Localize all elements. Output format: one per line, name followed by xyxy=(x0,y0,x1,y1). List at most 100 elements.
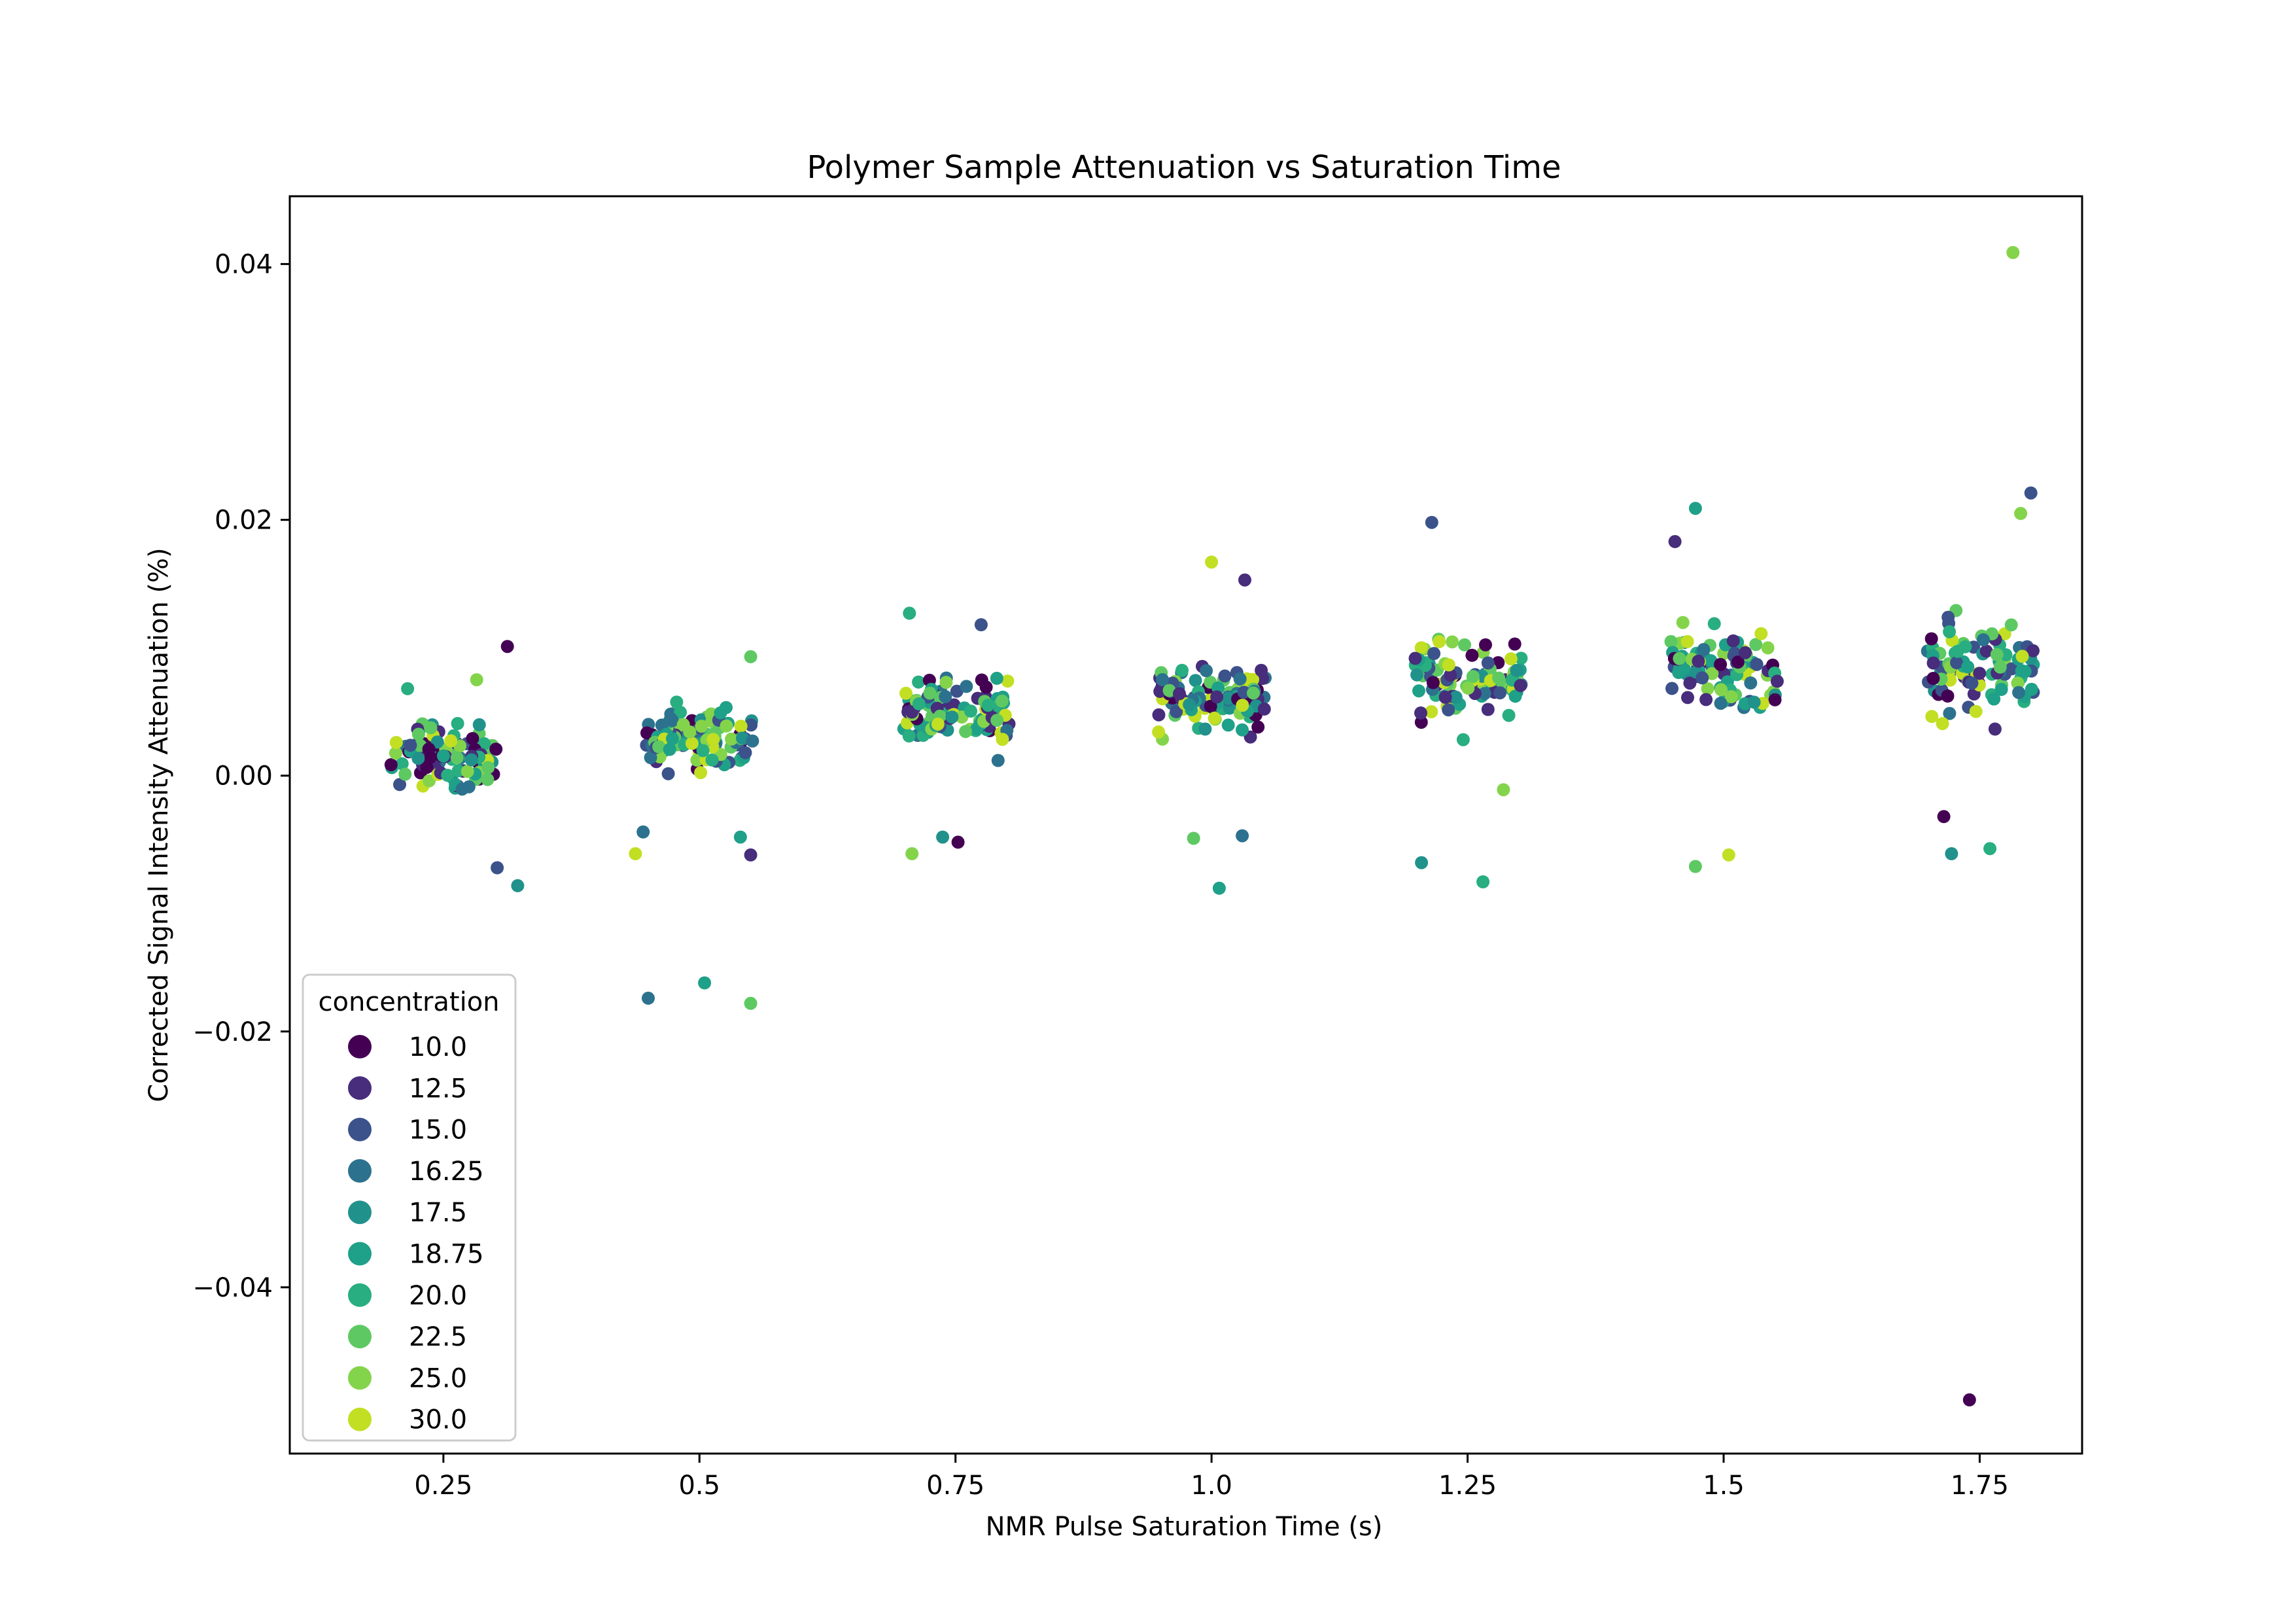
data-point xyxy=(1993,660,2007,674)
data-point xyxy=(1673,652,1686,665)
data-point xyxy=(1754,627,1768,640)
data-point xyxy=(1926,656,1940,670)
legend-label: 30.0 xyxy=(409,1405,467,1435)
outlier-point xyxy=(744,996,757,1010)
data-point xyxy=(1492,671,1506,685)
data-point xyxy=(424,750,437,764)
outlier-point xyxy=(629,847,642,860)
data-point xyxy=(1977,633,1990,646)
data-point xyxy=(1744,676,1758,689)
data-point xyxy=(1739,646,1752,659)
data-point xyxy=(420,761,434,774)
data-point xyxy=(1681,691,1694,705)
data-point xyxy=(450,751,464,765)
outlier-point xyxy=(1212,881,1226,895)
data-point xyxy=(1677,662,1691,675)
data-point xyxy=(945,710,959,724)
x-tick-label: 0.5 xyxy=(678,1471,720,1501)
outlier-point xyxy=(698,976,712,990)
outlier-point xyxy=(1688,860,1702,873)
data-point xyxy=(1731,655,1745,669)
legend-label: 20.0 xyxy=(409,1281,467,1311)
data-point xyxy=(451,717,464,730)
data-point xyxy=(1514,678,1527,692)
data-point xyxy=(1969,705,1983,718)
data-point xyxy=(690,753,704,767)
data-point xyxy=(694,766,708,780)
data-point xyxy=(1170,705,1183,718)
data-point xyxy=(411,752,425,765)
data-point xyxy=(676,718,690,731)
outlier-point xyxy=(936,830,950,844)
outlier-point xyxy=(1425,515,1438,529)
legend-label: 16.25 xyxy=(409,1157,484,1187)
data-point xyxy=(902,729,916,742)
data-point xyxy=(720,719,733,733)
data-point xyxy=(1255,663,1268,677)
outlier-point xyxy=(2014,506,2028,520)
data-point xyxy=(990,671,1003,685)
data-point xyxy=(1233,672,1247,686)
data-point xyxy=(899,686,913,700)
data-point xyxy=(481,761,495,775)
outlier-point xyxy=(903,606,916,620)
outlier-point xyxy=(2006,246,2020,259)
outlier-point xyxy=(1497,783,1510,797)
data-point xyxy=(1218,669,1232,683)
legend-label: 12.5 xyxy=(409,1073,467,1104)
data-point xyxy=(1950,656,1964,669)
data-point xyxy=(2015,650,2029,663)
data-point xyxy=(1426,676,1440,689)
data-point xyxy=(1200,664,1213,678)
data-point xyxy=(912,697,926,710)
data-point xyxy=(455,782,469,796)
data-point xyxy=(1696,671,1709,685)
data-point xyxy=(2004,618,2018,632)
data-point xyxy=(1699,693,1713,707)
data-point xyxy=(441,769,455,782)
data-point xyxy=(1204,699,1217,713)
outlier-point xyxy=(1688,502,1702,515)
data-point xyxy=(1438,690,1452,704)
legend-label: 18.75 xyxy=(409,1240,484,1270)
data-point xyxy=(1961,660,1975,674)
data-point xyxy=(1247,686,1260,700)
data-point xyxy=(1761,641,1775,655)
data-point xyxy=(1153,684,1167,698)
legend-marker xyxy=(348,1117,372,1142)
data-point xyxy=(1925,710,1939,724)
data-point xyxy=(1705,667,1719,680)
data-point xyxy=(1697,642,1711,656)
data-point xyxy=(1162,684,1176,697)
legend-marker xyxy=(348,1242,372,1266)
data-point xyxy=(1466,670,1480,683)
plot-frame xyxy=(288,195,2083,1455)
legend-marker xyxy=(348,1035,372,1058)
data-point xyxy=(734,720,748,733)
data-point xyxy=(1514,652,1528,665)
data-point xyxy=(464,753,478,767)
outlier-point xyxy=(733,830,747,844)
legend-marker xyxy=(348,1076,372,1100)
legend-label: 25.0 xyxy=(409,1363,467,1393)
data-point xyxy=(1750,657,1764,671)
data-point xyxy=(666,732,679,746)
data-point xyxy=(1237,686,1251,699)
data-point xyxy=(436,749,450,763)
y-tick-label: 0.00 xyxy=(215,761,273,792)
data-point xyxy=(1408,652,1422,665)
outlier-point xyxy=(1476,875,1490,888)
data-point xyxy=(1414,641,1428,655)
data-point xyxy=(1414,716,1428,729)
data-point xyxy=(1444,669,1457,682)
legend-marker xyxy=(348,1407,372,1431)
outlier-point xyxy=(905,847,919,860)
data-point xyxy=(489,742,503,756)
y-tick-label: −0.02 xyxy=(192,1017,273,1047)
legend-title: concentration xyxy=(318,987,499,1017)
data-point xyxy=(398,767,412,781)
data-point xyxy=(1173,687,1186,701)
data-point xyxy=(652,740,666,754)
legend-label: 17.5 xyxy=(409,1198,467,1228)
outlier-point xyxy=(511,879,525,892)
